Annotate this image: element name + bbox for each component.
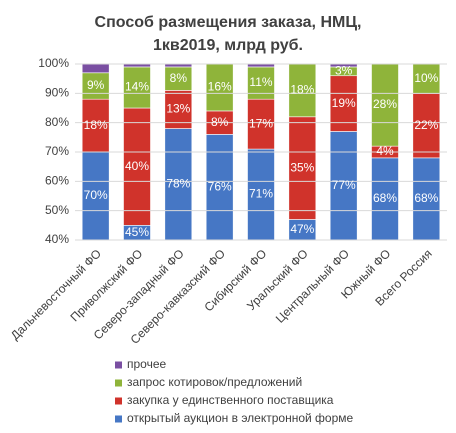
plot [81, 64, 441, 240]
data-label: 77% [332, 178, 356, 192]
bar-segment [123, 66, 151, 109]
data-label: 8% [211, 115, 229, 129]
legend-label: запрос котировок/предложений [127, 375, 302, 389]
data-label: 28% [373, 97, 397, 111]
data-label: 14% [125, 80, 149, 94]
bar-segment [247, 98, 275, 150]
y-tick-label: 60% [45, 174, 69, 188]
bar-segment [81, 64, 110, 74]
data-label: 78% [166, 176, 190, 190]
data-label: 76% [208, 179, 232, 193]
bar-segment [288, 116, 317, 220]
data-label: 16% [208, 80, 232, 94]
data-label: 35% [290, 160, 314, 174]
y-tick-label: 40% [45, 232, 69, 246]
data-label: 10% [414, 71, 438, 85]
bar-segment [371, 64, 399, 147]
bar-segment [412, 64, 441, 94]
bar-segment [205, 64, 234, 112]
y-tick-label: 90% [45, 86, 69, 100]
data-label: 71% [249, 187, 273, 201]
bar-segment [288, 64, 317, 118]
data-label: 3% [335, 64, 353, 78]
bar-segment [329, 131, 358, 240]
data-label: 68% [414, 191, 438, 205]
legend-swatch [115, 415, 122, 423]
legend-label: прочее [127, 357, 167, 371]
data-label: 17% [249, 116, 273, 130]
data-label: 40% [125, 159, 149, 173]
chart-title: Способ размещения заказа, НМЦ, [95, 14, 362, 31]
bar-segment [247, 148, 275, 240]
bar-segment [123, 64, 151, 68]
bar-segment [164, 128, 193, 240]
bar-segment [123, 107, 151, 226]
y-tick-label: 100% [38, 56, 69, 70]
data-label: 45% [125, 225, 149, 239]
data-label: 8% [170, 71, 188, 85]
data-label: 11% [249, 75, 272, 89]
data-label: 18% [84, 118, 108, 132]
bar-segment [247, 64, 275, 68]
chart-title: 1кв2019, млрд руб. [153, 37, 303, 54]
legend-swatch [115, 397, 122, 405]
data-label: 22% [414, 118, 438, 132]
bar-segment [412, 157, 441, 240]
legend-label: закупка у единственного поставщика [127, 393, 334, 407]
y-tick-label: 70% [45, 144, 69, 158]
data-label: 4% [376, 144, 394, 158]
bar-segment [371, 157, 399, 240]
bar-segment [329, 64, 358, 68]
bar-segment [81, 98, 110, 153]
data-label: 70% [84, 188, 108, 202]
data-label: 47% [290, 222, 314, 236]
data-label: 13% [166, 102, 190, 116]
legend-swatch [115, 379, 122, 387]
y-tick-label: 50% [45, 203, 69, 217]
y-tick-label: 80% [45, 115, 69, 129]
data-label: 18% [290, 83, 314, 97]
bar-segment [164, 64, 193, 68]
legend-swatch [115, 361, 122, 369]
data-label: 19% [332, 96, 356, 110]
x-tick-label: Приволжский ФО [67, 246, 145, 324]
data-label: 9% [87, 78, 105, 92]
bar-segment [205, 134, 234, 240]
bar-segment [81, 72, 110, 100]
data-label: 68% [373, 191, 397, 205]
legend-label: открытый аукцион в электронной форме [127, 411, 354, 425]
x-tick-label: Центральный ФО [273, 246, 352, 325]
bar-segment [412, 93, 441, 159]
